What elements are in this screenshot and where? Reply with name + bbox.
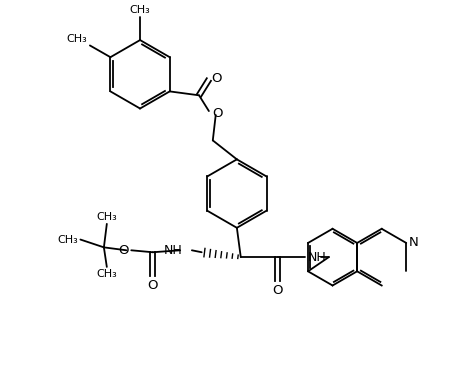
Text: CH₃: CH₃: [130, 5, 151, 15]
Text: O: O: [147, 279, 158, 292]
Text: O: O: [118, 244, 128, 257]
Text: N: N: [409, 236, 419, 249]
Text: O: O: [211, 72, 221, 85]
Text: NH: NH: [307, 251, 326, 263]
Text: CH₃: CH₃: [66, 35, 87, 45]
Text: CH₃: CH₃: [97, 212, 117, 222]
Text: O: O: [212, 107, 222, 120]
Text: CH₃: CH₃: [97, 269, 117, 279]
Text: O: O: [273, 284, 283, 296]
Text: NH: NH: [164, 244, 182, 257]
Text: CH₃: CH₃: [58, 234, 79, 244]
